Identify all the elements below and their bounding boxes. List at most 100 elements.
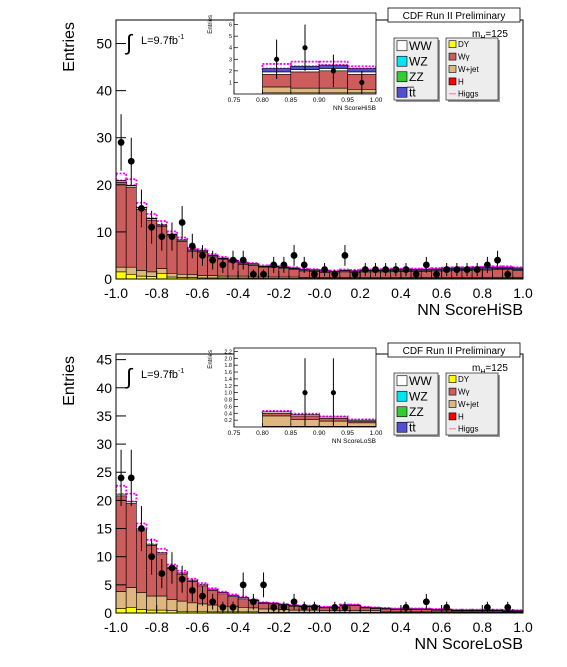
x-tick-label: -0.6 [185,285,209,301]
main-data-point [249,598,257,606]
inset-x-tick-label: 0.95 [341,430,354,437]
legend-right-label: Higgs [458,90,478,99]
main-data-point [463,266,471,273]
main-data-point [311,603,318,611]
main-data-point [422,261,430,269]
plot-area [116,449,523,613]
main-bar-wjet [166,273,178,278]
legend-left-label: WW [409,374,432,388]
main-data-point [311,270,318,278]
lumi-value: L=9.7fb [141,35,178,47]
main-data-point [219,603,227,611]
legend-left-swatch [396,55,408,67]
legend-right: DY Wγ W+jet H Higgs [445,37,500,102]
main-bar-wjet [125,266,137,275]
main-data-point [117,139,125,146]
main-data-point [270,261,278,269]
x-tick-label: 0.6 [432,285,452,301]
main-bar-wjet [197,275,208,279]
legend-right-swatch [448,65,457,73]
inset-x-tick-label: 0.80 [256,430,269,437]
inset-data-point [330,390,336,396]
main-data-point [209,256,217,264]
x-tick-label: -0.0 [307,619,331,635]
main-bar-dy [125,273,137,279]
legend-left-swatch [396,390,408,402]
main-data-point [483,603,491,611]
main-bar-w [125,186,137,268]
y-tick-label: 30 [96,436,112,452]
inset-y-tick-label: 1.2 [224,384,232,390]
x-tick-label: 0.4 [391,285,411,301]
main-bar-wjet [186,602,198,612]
main-bar-wjet [136,592,147,610]
inset-y-tick-label: 1.0 [224,391,232,397]
x-tick-label: 1.0 [513,619,533,635]
main-bar-wjet [156,595,168,611]
inset-y-tick-label: 2 [229,69,232,75]
main-data-point [138,525,145,532]
legend-right-label: DY [458,40,470,49]
inset-frame [233,347,377,428]
main-data-point [168,233,176,241]
main-data-point [341,603,349,611]
main-bar-w [492,269,503,278]
y-tick-label: 15 [96,521,112,537]
main-bar-dy [156,273,168,279]
inset-y-tick-label: 2.2 [224,349,232,355]
inset-x-tick-label: 0.80 [256,97,269,104]
legend-right: DY Wγ W+jet H Higgs [445,372,500,437]
inset-y-tick-label: 1.6 [224,370,232,376]
inset-data-point [302,45,308,51]
inset-bar-wjet [262,415,292,427]
main-data-point [453,266,461,273]
main-bar-w [349,605,361,612]
main-data-point [473,266,481,273]
main-data-point [138,204,145,212]
y-tick-label: 45 [96,352,112,368]
inset-x-tick-label: 0.85 [284,430,297,437]
main-bar-w [380,608,392,612]
inset-y-tick-label: 4 [229,46,232,52]
main-bar-wjet [176,273,188,278]
main-bar-w [319,607,330,612]
y-tick-label: 20 [96,177,112,193]
main-bar-wjet [237,607,249,613]
main-data-point [148,223,156,231]
inset-x-tick-label: 1.00 [370,430,383,437]
legend-left-label: ZZ [409,405,424,419]
inset-data-point [330,68,336,74]
y-tick-label: 5 [104,577,112,593]
x-tick-label: -0.8 [145,619,169,635]
main-data-point [351,270,359,278]
inset-y-tick-label: 6 [229,23,232,29]
inset-bar-wjet [262,86,292,94]
inset-x-axis-title: NN ScoreHiSB [333,105,376,112]
legend-left-label: WZ [409,390,428,404]
main-bar-w [125,502,137,588]
main-data-point [331,603,339,611]
y-axis-title: Entries [61,22,78,72]
x-tick-label: 0.2 [350,285,370,301]
inset-y-axis-title: Entries [208,350,214,369]
main-bar-wjet [116,266,127,273]
legend-right-swatch [448,387,457,396]
main-bar-wjet [207,275,219,279]
inset-data-point [274,56,280,62]
lumi-superscript: -1 [178,368,184,375]
main-data-point [199,252,206,259]
lumi-label: L=9.7fb-1 [141,34,184,47]
inset-x-tick-label: 0.85 [284,97,297,104]
inset-y-tick-label: 0.4 [224,411,232,417]
x-tick-label: 0.4 [391,619,411,635]
main-bar-wjet [146,271,157,277]
main-bar-wjet [176,600,188,612]
legend-right-swatch [448,412,457,421]
main-data-point [300,603,308,611]
mass-label-value: =125 [485,29,508,40]
main-data-point [290,598,298,606]
main-data-point [412,270,420,278]
main-data-point [117,474,125,482]
inset-bar-w [290,71,320,89]
